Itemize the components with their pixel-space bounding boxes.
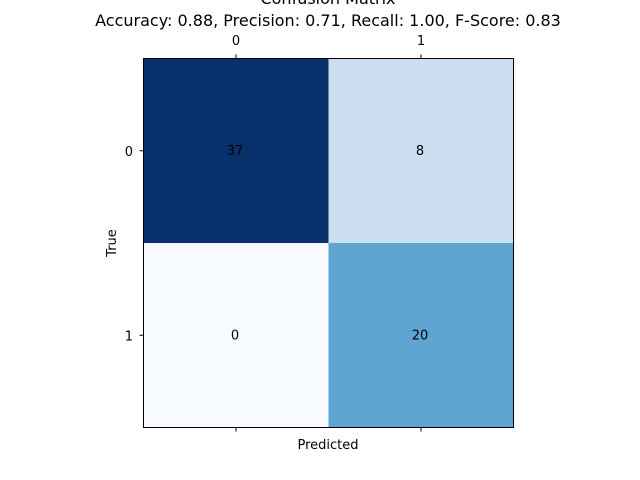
- cell-value-label-r0-c1: 8: [416, 144, 424, 159]
- heatmap-cell-r0-c0: [143, 58, 329, 243]
- heatmap-cell-r1-c0: [143, 243, 329, 428]
- cell-value-label-r1-c0: 0: [231, 328, 239, 343]
- x-tick-label-1: 1: [417, 34, 425, 49]
- heatmap-cells: [143, 58, 514, 428]
- cell-value-label-r0-c0: 37: [227, 144, 244, 159]
- y-axis-label: True: [105, 229, 120, 258]
- y-tick-label-1: 1: [125, 329, 133, 344]
- chart-title: Confusion Matrix: [260, 0, 395, 8]
- heatmap-cell-labels: 37 8 0 20: [227, 144, 429, 344]
- cell-value-label-r1-c1: 20: [412, 328, 429, 343]
- chart-subtitle: Accuracy: 0.88, Precision: 0.71, Recall:…: [95, 11, 561, 30]
- x-tick-label-0: 0: [232, 34, 240, 49]
- axis-ticks: 0 1 0 1: [125, 34, 425, 432]
- axes-frame: [143, 58, 514, 428]
- heatmap-cell-r0-c1: [328, 58, 514, 243]
- y-tick-label-0: 0: [125, 145, 133, 160]
- heatmap-cell-r1-c1: [328, 243, 514, 428]
- x-axis-label: Predicted: [297, 438, 358, 453]
